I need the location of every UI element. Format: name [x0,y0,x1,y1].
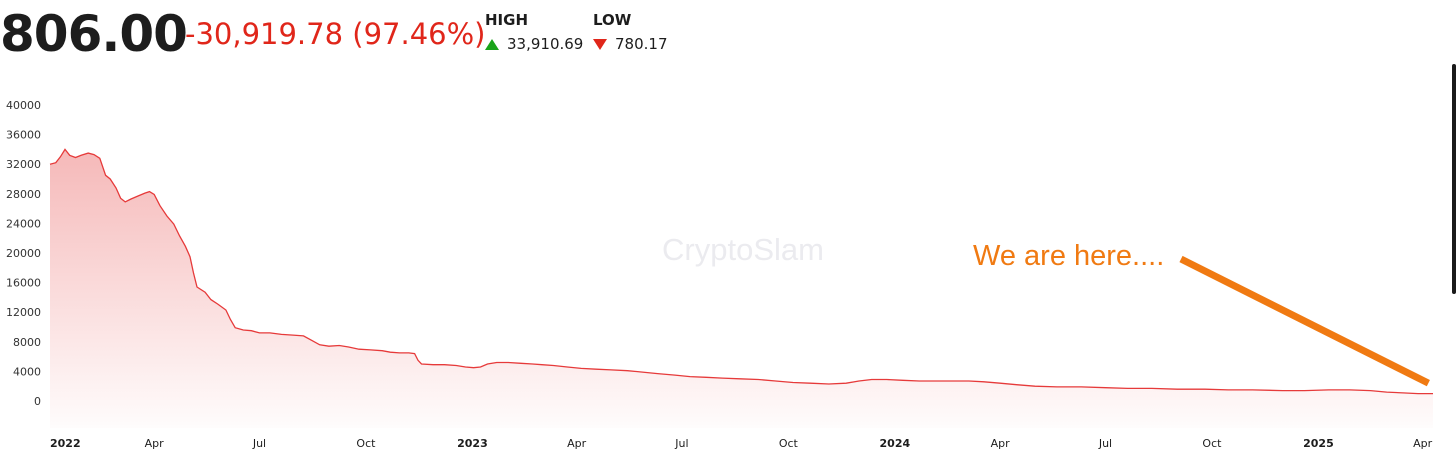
y-tick-label: 40000 [6,99,41,112]
y-axis: 0 4000 8000 12000 16000 20000 24000 28000 32000 3… [6,99,41,408]
low-value: 780.17 [615,35,668,53]
series-line [49,148,1433,395]
down-arrow-icon [593,38,607,50]
scrollbar[interactable] [1452,64,1456,294]
high-label: HIGH [485,11,529,29]
x-tick-label: 2024 [880,437,911,450]
y-tick-label: 8000 [13,336,41,349]
up-arrow-icon [485,38,499,50]
x-tick-label: Apr [145,437,165,450]
low-label: LOW [593,11,632,29]
x-tick-label: Oct [1202,437,1222,450]
low-stat: LOW 780.17 [593,10,668,54]
y-tick-label: 12000 [6,306,41,319]
x-tick-label: 2022 [50,437,81,450]
y-tick-label: 0 [34,395,41,408]
y-tick-label: 36000 [6,129,41,142]
high-value: 33,910.69 [507,35,584,53]
x-tick-label: Jul [674,437,688,450]
y-tick-label: 20000 [6,247,41,260]
x-tick-label: 2025 [1303,437,1334,450]
price-change: -30,919.78 (97.46%) [185,17,486,51]
x-tick-label: Jul [252,437,266,450]
y-tick-label: 32000 [6,158,41,171]
watermark: CryptoSlam [662,232,824,267]
x-tick-label: Apr [1413,437,1433,450]
high-stat: HIGH 33,910.69 [485,10,583,54]
x-tick-label: Oct [779,437,799,450]
y-tick-label: 4000 [13,365,41,378]
x-tick-label: Apr [991,437,1011,450]
annotation-text: We are here.... [973,240,1164,272]
x-tick-label: 2023 [457,437,488,450]
x-tick-label: Oct [356,437,376,450]
y-tick-label: 24000 [6,217,41,230]
annotation-arrow [1179,255,1430,387]
x-tick-label: Apr [567,437,587,450]
x-axis: 2022 Apr Jul Oct 2023 Apr Jul Oct 2024 Apr Jul Oct 2… [50,437,1433,450]
price-header: 806.00 -30,919.78 (97.46%) HIGH 33,910.6… [0,0,1456,70]
y-tick-label: 28000 [6,188,41,201]
series-area [50,149,1433,428]
x-tick-label: Jul [1098,437,1112,450]
current-price: 806.00 [0,5,188,63]
y-tick-label: 16000 [6,277,41,290]
